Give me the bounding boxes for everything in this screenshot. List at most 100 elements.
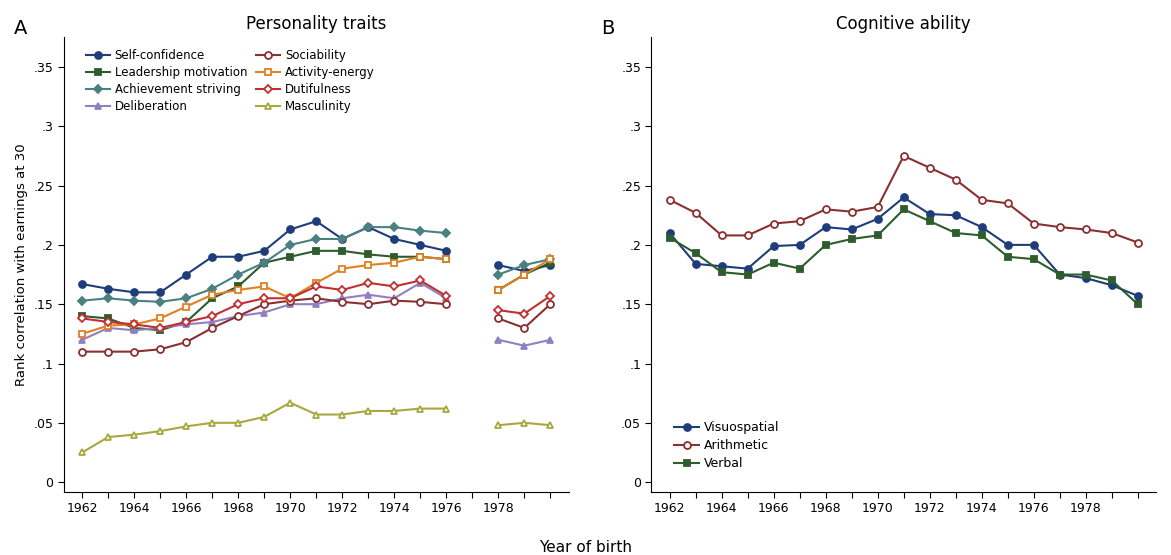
Leadership motivation	[75, 312, 89, 319]
Line: Self-confidence: Self-confidence	[78, 218, 450, 296]
Activity-energy	[75, 331, 89, 337]
Arithmetic	[740, 232, 754, 239]
Deliberation	[128, 327, 142, 334]
Sociability	[205, 325, 219, 331]
Visuospatial	[974, 224, 988, 230]
Visuospatial	[819, 224, 833, 230]
Verbal	[819, 241, 833, 248]
Achievement striving	[439, 230, 453, 236]
Arithmetic	[1078, 226, 1093, 233]
Deliberation	[439, 295, 453, 301]
Arithmetic	[793, 218, 807, 225]
Sociability	[361, 301, 375, 307]
Self-confidence	[439, 248, 453, 254]
Verbal	[974, 232, 988, 239]
Sociability	[179, 339, 193, 346]
Leadership motivation	[258, 259, 272, 266]
Leadership motivation	[179, 319, 193, 325]
Achievement striving	[153, 299, 167, 305]
Deliberation	[153, 325, 167, 331]
Visuospatial	[689, 260, 703, 267]
Activity-energy	[205, 291, 219, 298]
Masculinity	[309, 411, 323, 418]
Leadership motivation	[413, 254, 427, 260]
Visuospatial	[897, 194, 911, 201]
Visuospatial	[871, 215, 885, 222]
Arithmetic	[897, 153, 911, 159]
Achievement striving	[205, 285, 219, 292]
Dutifulness	[439, 292, 453, 299]
Masculinity	[361, 407, 375, 414]
Masculinity	[231, 420, 245, 426]
Verbal	[663, 234, 677, 241]
Dutifulness	[388, 283, 402, 290]
Visuospatial	[1027, 241, 1041, 248]
Masculinity	[388, 407, 402, 414]
Masculinity	[153, 428, 167, 435]
Sociability	[309, 295, 323, 301]
Achievement striving	[231, 271, 245, 278]
Verbal	[1104, 277, 1118, 284]
Sociability	[231, 312, 245, 319]
Verbal	[793, 265, 807, 272]
Sociability	[258, 301, 272, 307]
Activity-energy	[179, 303, 193, 310]
Self-confidence	[101, 285, 115, 292]
Self-confidence	[258, 248, 272, 254]
Leadership motivation	[101, 315, 115, 322]
Line: Sociability: Sociability	[78, 295, 450, 355]
Arithmetic	[1104, 230, 1118, 236]
Deliberation	[335, 295, 349, 301]
Self-confidence	[231, 254, 245, 260]
Arithmetic	[1053, 224, 1067, 230]
Achievement striving	[179, 295, 193, 301]
Deliberation	[309, 301, 323, 307]
Masculinity	[179, 423, 193, 430]
Leadership motivation	[309, 248, 323, 254]
Deliberation	[75, 336, 89, 343]
Self-confidence	[153, 289, 167, 296]
Arithmetic	[949, 176, 963, 183]
Leadership motivation	[283, 254, 297, 260]
Verbal	[844, 236, 858, 243]
Leadership motivation	[231, 283, 245, 290]
Verbal	[1001, 254, 1015, 260]
Visuospatial	[663, 230, 677, 236]
Activity-energy	[439, 256, 453, 263]
Visuospatial	[793, 241, 807, 248]
Line: Dutifulness: Dutifulness	[80, 278, 450, 331]
Deliberation	[361, 291, 375, 298]
Masculinity	[283, 399, 297, 406]
Activity-energy	[258, 283, 272, 290]
Sociability	[101, 349, 115, 355]
Line: Leadership motivation: Leadership motivation	[78, 248, 450, 334]
Masculinity	[335, 411, 349, 418]
Line: Achievement striving: Achievement striving	[80, 224, 450, 305]
Visuospatial	[740, 265, 754, 272]
Dutifulness	[153, 325, 167, 331]
Dutifulness	[258, 295, 272, 301]
Achievement striving	[75, 297, 89, 304]
Deliberation	[283, 301, 297, 307]
Verbal	[714, 269, 728, 275]
Sociability	[439, 301, 453, 307]
Activity-energy	[231, 286, 245, 293]
Verbal	[740, 271, 754, 278]
Self-confidence	[128, 289, 142, 296]
Self-confidence	[75, 281, 89, 287]
Activity-energy	[309, 280, 323, 286]
Achievement striving	[413, 228, 427, 234]
Masculinity	[128, 431, 142, 438]
Leadership motivation	[205, 295, 219, 301]
Sociability	[388, 297, 402, 304]
Masculinity	[258, 413, 272, 420]
Deliberation	[101, 325, 115, 331]
Arithmetic	[844, 208, 858, 215]
Visuospatial	[1078, 275, 1093, 281]
Leadership motivation	[128, 325, 142, 331]
Title: Cognitive ability: Cognitive ability	[836, 15, 971, 33]
Activity-energy	[361, 262, 375, 269]
Line: Verbal: Verbal	[666, 206, 1142, 307]
Sociability	[413, 299, 427, 305]
Self-confidence	[388, 236, 402, 243]
